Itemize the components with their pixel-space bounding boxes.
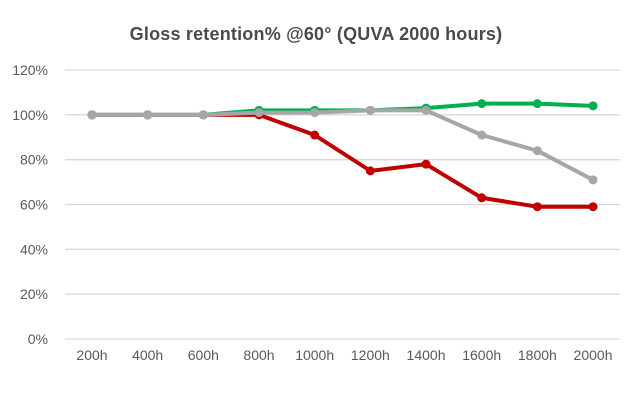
red-series-marker: [532, 202, 542, 212]
x-axis-tick-label: 1400h: [407, 347, 446, 363]
red-series-marker: [588, 202, 598, 212]
x-axis-tick-label: 200h: [76, 347, 107, 363]
y-axis-tick-label: 0%: [28, 331, 48, 347]
red-series-line: [90, 112, 596, 209]
gray-series-line: [90, 108, 596, 182]
x-axis-tick-label: 1200h: [351, 347, 390, 363]
green-series-marker: [532, 99, 542, 109]
gray-series-marker: [365, 105, 375, 115]
x-axis-tick-label: 400h: [132, 347, 163, 363]
red-series-marker: [365, 166, 375, 176]
red-series-marker: [477, 193, 487, 203]
x-axis-tick-label: 2000h: [574, 347, 613, 363]
green-series-marker: [588, 101, 598, 111]
gray-series-marker: [198, 110, 208, 120]
red-series-marker: [310, 130, 320, 140]
gray-series-marker: [143, 110, 153, 120]
gray-series-marker: [254, 108, 264, 118]
y-axis-tick-label: 40%: [20, 241, 48, 257]
x-axis-tick-label: 1000h: [295, 347, 334, 363]
y-axis-tick-label: 80%: [20, 152, 48, 168]
gray-series-marker: [421, 105, 431, 115]
y-axis-tick-label: 120%: [12, 62, 48, 78]
y-axis-tick-label: 20%: [20, 286, 48, 302]
chart-title: Gloss retention% @60° (QUVA 2000 hours): [129, 24, 503, 44]
gray-series-marker: [532, 146, 542, 156]
x-axis-tick-label: 1600h: [462, 347, 501, 363]
x-axis-tick-label: 600h: [188, 347, 219, 363]
gray-series-marker: [310, 108, 320, 118]
gray-series-marker: [588, 175, 598, 185]
green-series-marker: [477, 99, 487, 109]
red-series-marker: [421, 159, 431, 169]
x-axis-tick-label: 800h: [243, 347, 274, 363]
x-axis-tick-label: 1800h: [518, 347, 557, 363]
y-axis-tick-label: 100%: [12, 107, 48, 123]
y-axis-tick-label: 60%: [20, 197, 48, 213]
gray-series-marker: [87, 110, 97, 120]
gray-series-marker: [477, 130, 487, 140]
